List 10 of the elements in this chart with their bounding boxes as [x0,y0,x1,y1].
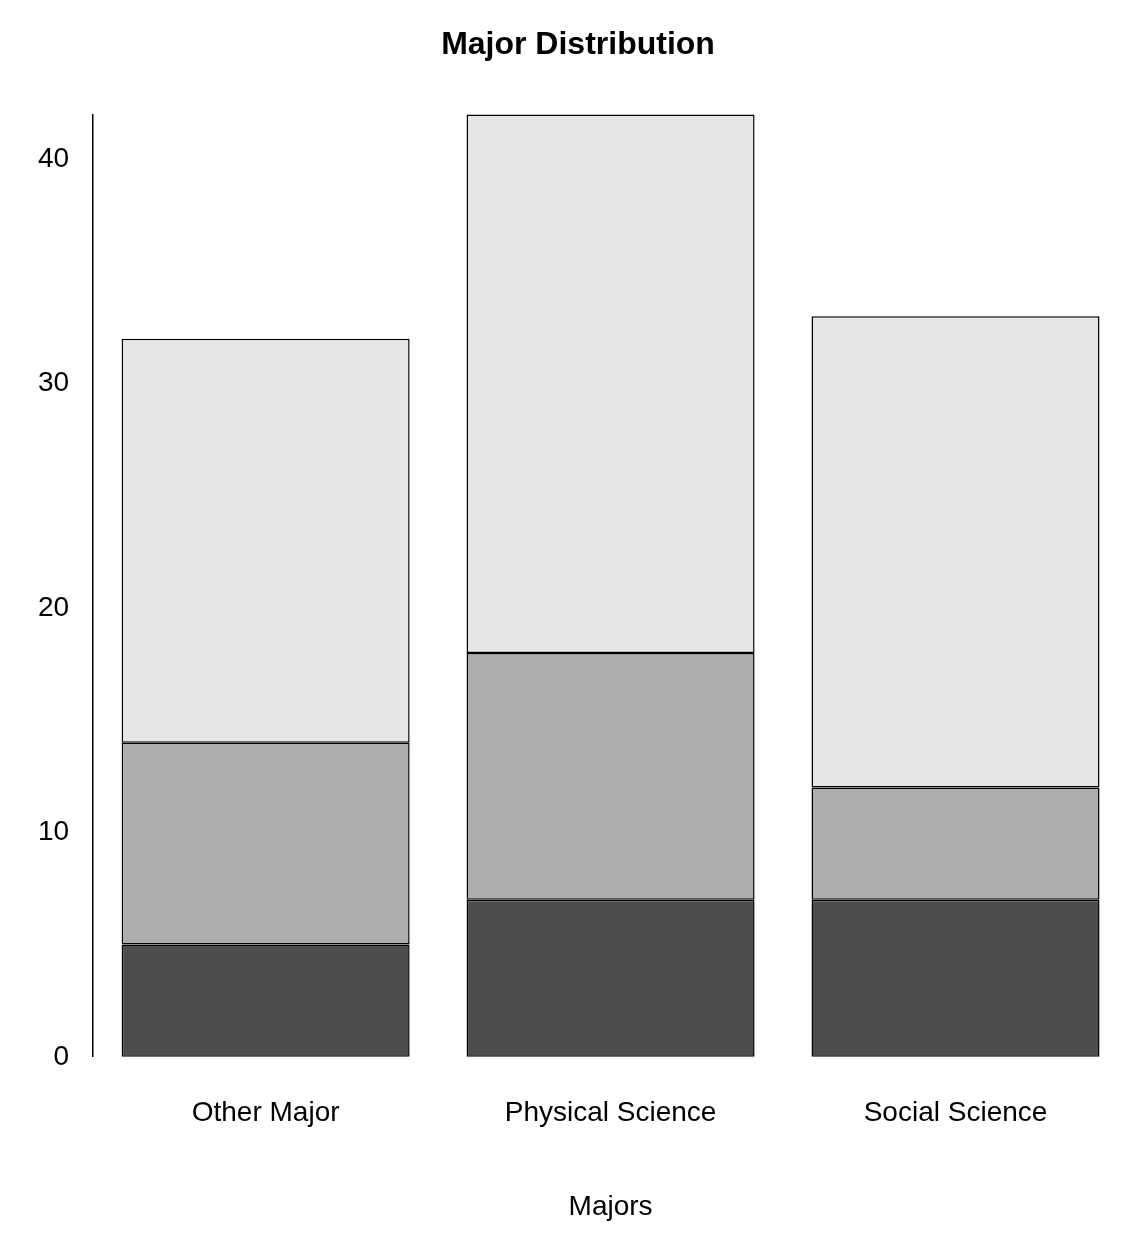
chart-title: Major Distribution [441,25,715,62]
y-tick-label: 20 [37,590,70,622]
x-tick-label: Other Major [191,1096,340,1128]
x-axis-title: Majors [568,1189,653,1221]
x-tick-label: Social Science [863,1096,1048,1128]
y-tick-label: 30 [37,366,70,398]
x-tick-label: Physical Science [504,1096,717,1128]
y-tick-label: 0 [53,1039,70,1071]
y-tick-label: 40 [37,141,70,173]
y-tick-label: 10 [37,815,70,847]
